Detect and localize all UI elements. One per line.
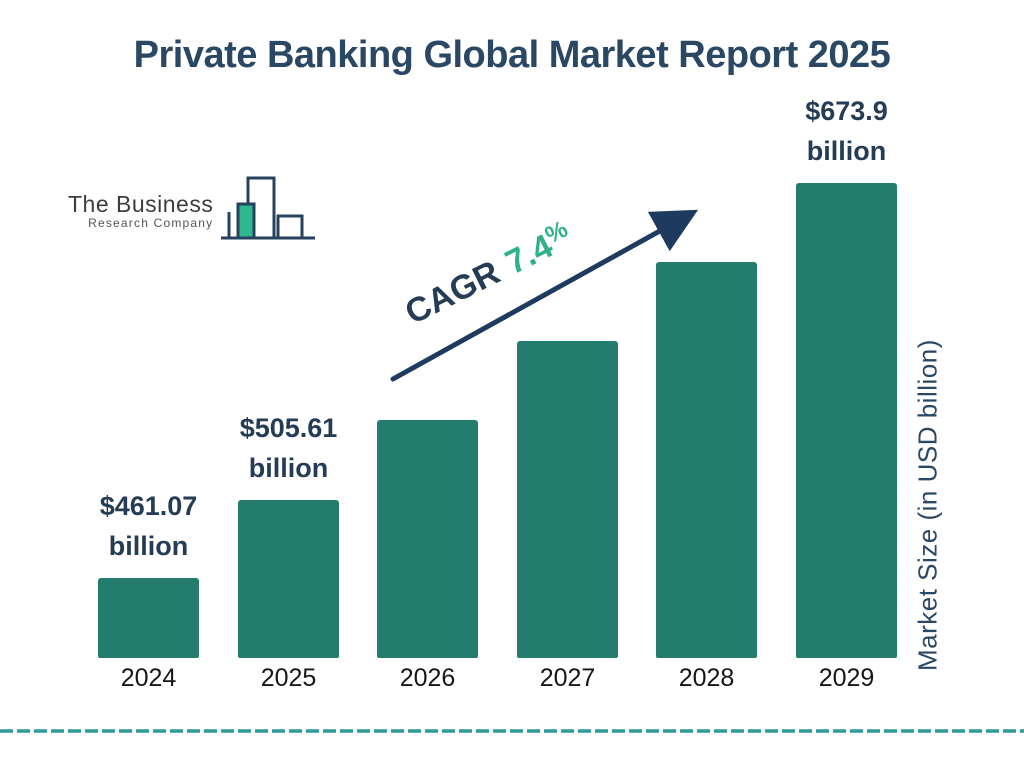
bar-2028 bbox=[656, 262, 757, 658]
page-title: Private Banking Global Market Report 202… bbox=[133, 34, 891, 76]
bar-value-label-2025: $505.61 billion bbox=[239, 413, 338, 483]
logo-name: The Business bbox=[68, 191, 214, 217]
logo-bars-icon bbox=[221, 176, 316, 240]
x-axis-tick-label-2025: 2025 bbox=[260, 664, 317, 692]
growth-arrow-icon bbox=[390, 209, 699, 382]
x-axis-tick-label-2027: 2027 bbox=[539, 664, 596, 692]
x-axis-tick-label-2024: 2024 bbox=[120, 664, 177, 692]
x-axis-tick-label-2029: 2029 bbox=[818, 664, 875, 692]
bar-2025 bbox=[238, 500, 339, 658]
y-axis-label: Market Size (in USD billion) bbox=[912, 339, 943, 671]
logo-text: The Business Research Company bbox=[68, 192, 213, 244]
bar-value-label-2029: $673.9 billion bbox=[805, 96, 888, 166]
bar-2024 bbox=[98, 578, 199, 658]
bar-2026 bbox=[377, 420, 478, 658]
bar-value-label-2024: $461.07 billion bbox=[99, 491, 198, 561]
x-axis-tick-label-2028: 2028 bbox=[678, 664, 735, 692]
bar-2029 bbox=[796, 183, 897, 658]
x-axis-tick-label-2026: 2026 bbox=[399, 664, 456, 692]
company-logo: The Business Research Company bbox=[68, 172, 319, 244]
bottom-dashed-divider bbox=[0, 729, 1024, 733]
logo-subname: Research Company bbox=[88, 216, 214, 230]
bar-2027 bbox=[517, 341, 618, 658]
